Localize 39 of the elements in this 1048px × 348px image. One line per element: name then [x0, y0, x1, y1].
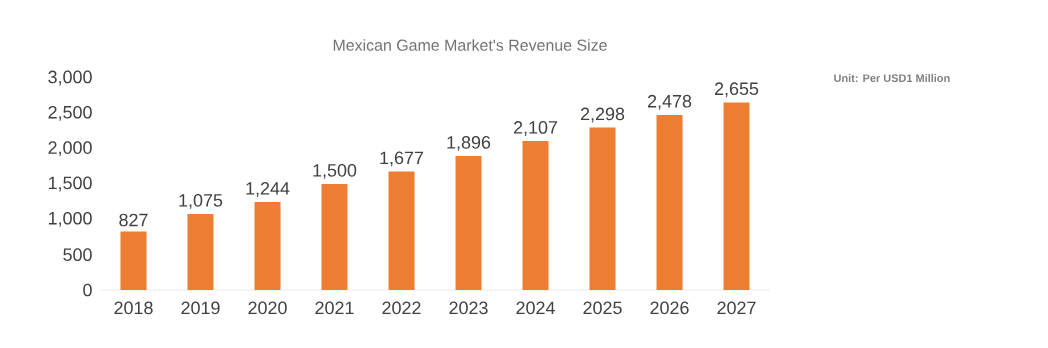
- x-tick-label: 2018: [114, 301, 153, 315]
- bar: [254, 202, 281, 290]
- bar: [656, 114, 683, 290]
- bar: [723, 102, 750, 290]
- data-label: 2,655: [714, 82, 759, 98]
- bar: [321, 184, 348, 290]
- x-tick-label: 2020: [248, 301, 287, 315]
- text: Unit: Per USD1 Million: [834, 73, 950, 83]
- y-tick-label: 3,000: [48, 70, 92, 86]
- bar: [388, 171, 415, 290]
- data-label: 2,478: [647, 94, 692, 110]
- x-tick-label: 2021: [315, 301, 354, 315]
- bar: [455, 156, 482, 290]
- x-tick-label: 2025: [583, 301, 622, 315]
- data-label: 2,298: [580, 107, 625, 123]
- y-tick-label: 2,000: [48, 141, 92, 157]
- x-tick-label: 2026: [650, 301, 689, 315]
- bar: [522, 141, 549, 290]
- x-tick-label: 2022: [382, 301, 421, 315]
- data-label: 2,107: [513, 121, 558, 136]
- y-tick-label: 1,000: [48, 211, 92, 227]
- data-label: 1,244: [246, 182, 290, 197]
- x-tick-label: 2019: [181, 301, 220, 315]
- y-tick-label: 0: [83, 283, 92, 297]
- y-tick-label: 2,500: [48, 105, 92, 121]
- data-label: 1,075: [179, 194, 223, 209]
- data-label: 1,896: [447, 135, 491, 151]
- data-label: 827: [119, 213, 148, 227]
- x-tick-label: 2023: [449, 301, 488, 315]
- bar: [187, 214, 214, 290]
- data-label: 1,677: [380, 151, 424, 167]
- y-tick-label: 1,500: [48, 176, 92, 192]
- chart-title: Mexican Game Market's Revenue Size: [333, 39, 607, 51]
- bar: [589, 127, 616, 290]
- data-label: 1,500: [313, 163, 357, 179]
- x-tick-label: 2027: [717, 301, 756, 315]
- y-tick-label: 500: [63, 248, 92, 262]
- x-tick-label: 2024: [516, 301, 555, 315]
- bar: [120, 231, 147, 290]
